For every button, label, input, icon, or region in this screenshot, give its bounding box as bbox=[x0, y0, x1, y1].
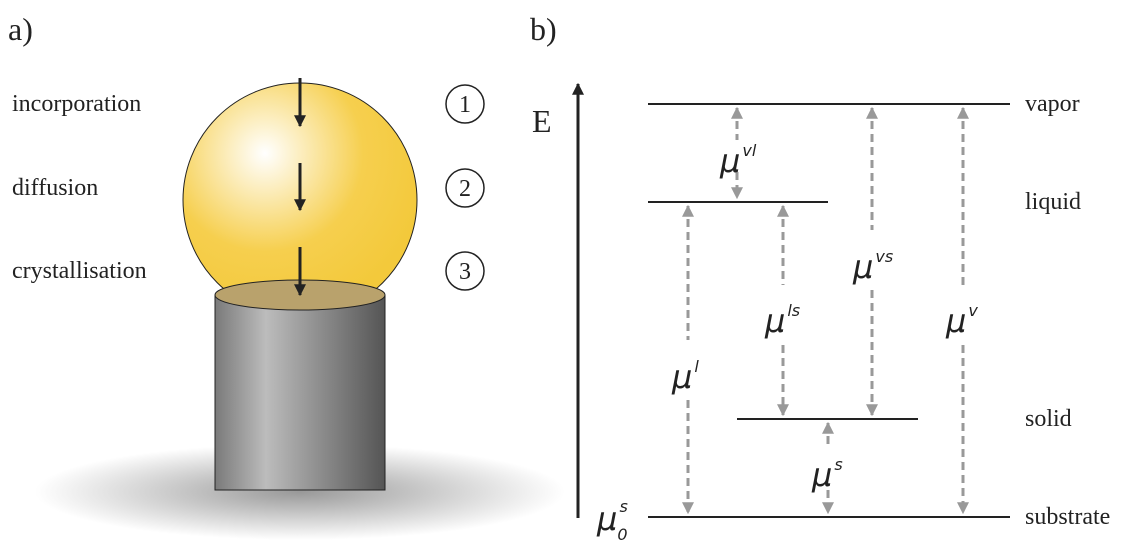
level-label: solid bbox=[1025, 406, 1072, 432]
axis-label: E bbox=[532, 103, 552, 139]
symbol: μ bbox=[852, 248, 873, 286]
subscript: 0 bbox=[617, 525, 627, 541]
symbol: μ bbox=[671, 358, 692, 396]
step-label: incorporation bbox=[12, 91, 141, 117]
diagram: a) incorporation 1 diffusion 2 crystallisati… bbox=[0, 0, 1146, 541]
superscript: l bbox=[694, 357, 699, 376]
step-label: crystallisation bbox=[12, 258, 147, 284]
symbol: μ bbox=[764, 302, 785, 340]
superscript: v bbox=[968, 301, 978, 320]
level-labels: vapor liquid solid substrate bbox=[1025, 91, 1110, 530]
symbol: μ bbox=[811, 456, 832, 494]
superscript: ls bbox=[787, 301, 800, 320]
level-label: liquid bbox=[1025, 189, 1081, 215]
symbol: μ bbox=[719, 142, 740, 180]
level-label: substrate bbox=[1025, 504, 1110, 530]
level-label: vapor bbox=[1025, 91, 1080, 117]
symbol: μ bbox=[945, 302, 966, 340]
panel-label: b) bbox=[530, 11, 557, 47]
superscript: vs bbox=[875, 247, 893, 266]
potential-label: μ0 s bbox=[596, 497, 628, 541]
superscript: vl bbox=[742, 141, 756, 160]
nanowire bbox=[215, 295, 385, 490]
step-number: 3 bbox=[459, 259, 471, 285]
step-number: 2 bbox=[459, 176, 471, 202]
panel-label: a) bbox=[8, 11, 33, 47]
symbol: μ bbox=[596, 500, 617, 538]
superscript: s bbox=[620, 497, 628, 516]
step-number: 1 bbox=[459, 92, 471, 118]
superscript: s bbox=[834, 455, 842, 474]
step-label: diffusion bbox=[12, 175, 98, 201]
